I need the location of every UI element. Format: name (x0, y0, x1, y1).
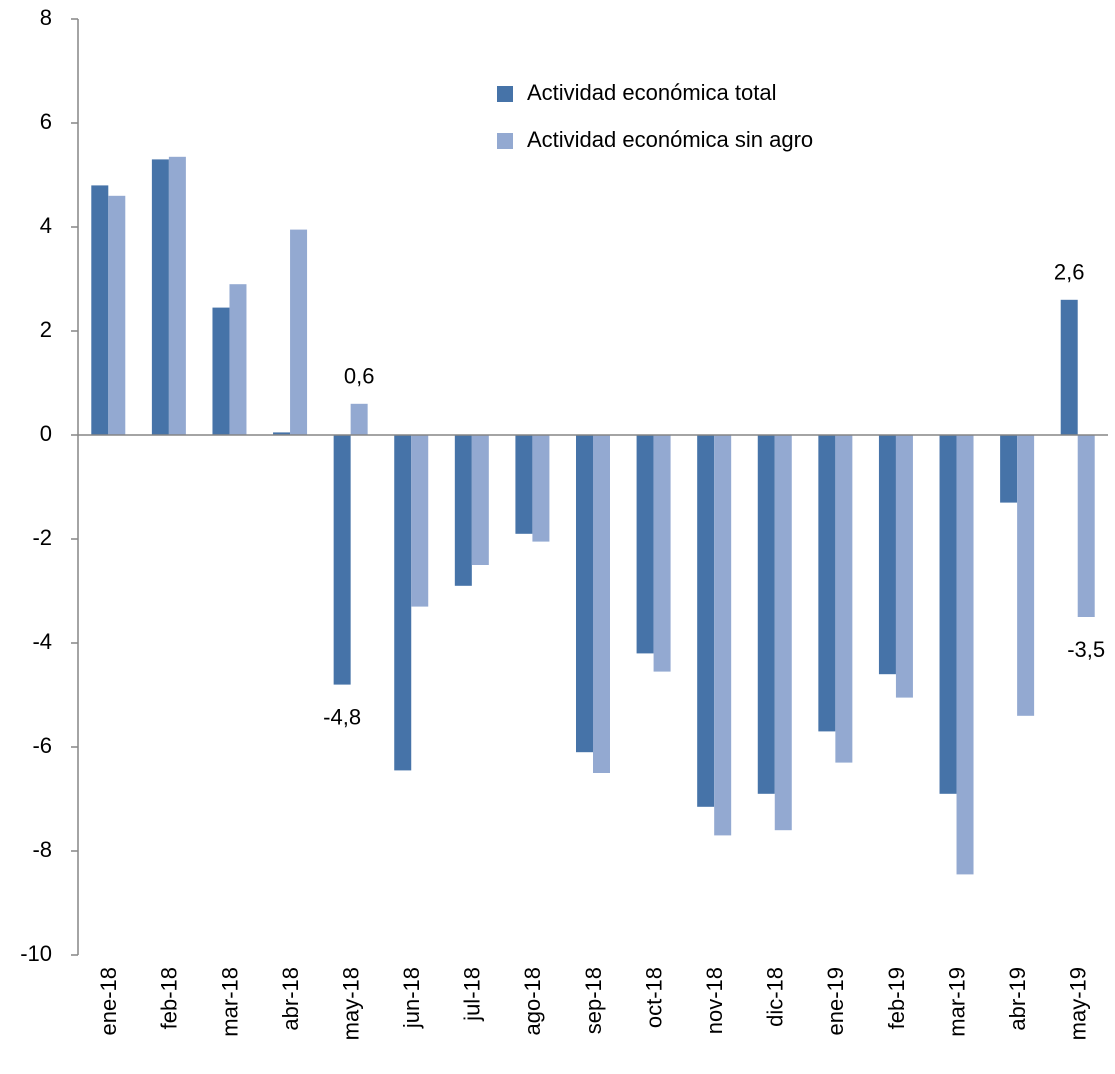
x-tick-label: ago-18 (520, 967, 545, 1036)
x-tick-label: mar-18 (217, 967, 242, 1037)
bar (91, 185, 109, 435)
y-tick-label: 4 (40, 213, 52, 238)
data-label: 2,6 (1054, 260, 1085, 285)
y-tick-label: -10 (20, 941, 52, 966)
y-tick-label: -6 (32, 733, 52, 758)
bar (290, 229, 308, 435)
x-tick-label: feb-18 (157, 967, 182, 1029)
bar (939, 435, 957, 794)
y-tick-label: -4 (32, 629, 52, 654)
bar (108, 195, 126, 435)
x-tick-label: dic-18 (763, 967, 788, 1027)
y-tick-label: -2 (32, 525, 52, 550)
bar (593, 435, 610, 773)
bar (333, 435, 351, 685)
bar (532, 435, 550, 542)
x-tick-label: jun-18 (399, 967, 424, 1029)
y-tick-label: 6 (40, 109, 52, 134)
bar (835, 435, 853, 763)
legend-label: Actividad económica sin agro (527, 127, 813, 152)
bar (576, 435, 593, 753)
bar (229, 284, 247, 435)
x-tick-label: abr-18 (278, 967, 303, 1031)
bar (454, 435, 472, 586)
bar (471, 435, 489, 565)
bar (1000, 435, 1018, 503)
bar (774, 435, 792, 831)
y-tick-label: 2 (40, 317, 52, 342)
legend-label: Actividad económica total (527, 80, 776, 105)
bar (757, 435, 775, 794)
x-tick-label: jul-18 (460, 967, 485, 1022)
bar (956, 435, 974, 875)
bar (878, 435, 896, 675)
data-label: 0,6 (344, 364, 375, 389)
data-label: -3,5 (1067, 637, 1105, 662)
y-tick-label: -8 (32, 837, 52, 862)
x-tick-label: ene-18 (96, 967, 121, 1036)
x-tick-label: sep-18 (581, 967, 606, 1034)
x-tick-label: ene-19 (823, 967, 848, 1036)
legend-swatch (497, 86, 513, 102)
y-tick-label: 8 (40, 5, 52, 30)
bar (394, 435, 412, 771)
bar (1060, 299, 1078, 435)
data-label: -4,8 (323, 704, 361, 729)
bar (273, 432, 291, 435)
bar (350, 403, 368, 435)
bar (212, 307, 230, 435)
bar (714, 435, 732, 836)
bar (653, 435, 671, 672)
x-tick-label: mar-19 (944, 967, 969, 1037)
bar (168, 156, 186, 436)
x-tick-label: feb-19 (884, 967, 909, 1029)
x-tick-label: oct-18 (641, 967, 666, 1028)
bar (697, 435, 715, 807)
bar (818, 435, 836, 732)
bar (515, 435, 533, 534)
x-tick-label: may-19 (1066, 967, 1091, 1040)
bar (411, 435, 429, 607)
legend-swatch (497, 133, 513, 149)
x-tick-label: nov-18 (702, 967, 727, 1034)
y-tick-label: 0 (40, 421, 52, 446)
bar (636, 435, 654, 654)
bar (151, 159, 169, 435)
bar (1077, 435, 1095, 617)
x-tick-label: abr-19 (1005, 967, 1030, 1031)
x-tick-label: may-18 (338, 967, 363, 1040)
bar (895, 435, 913, 698)
bar (1017, 435, 1035, 716)
